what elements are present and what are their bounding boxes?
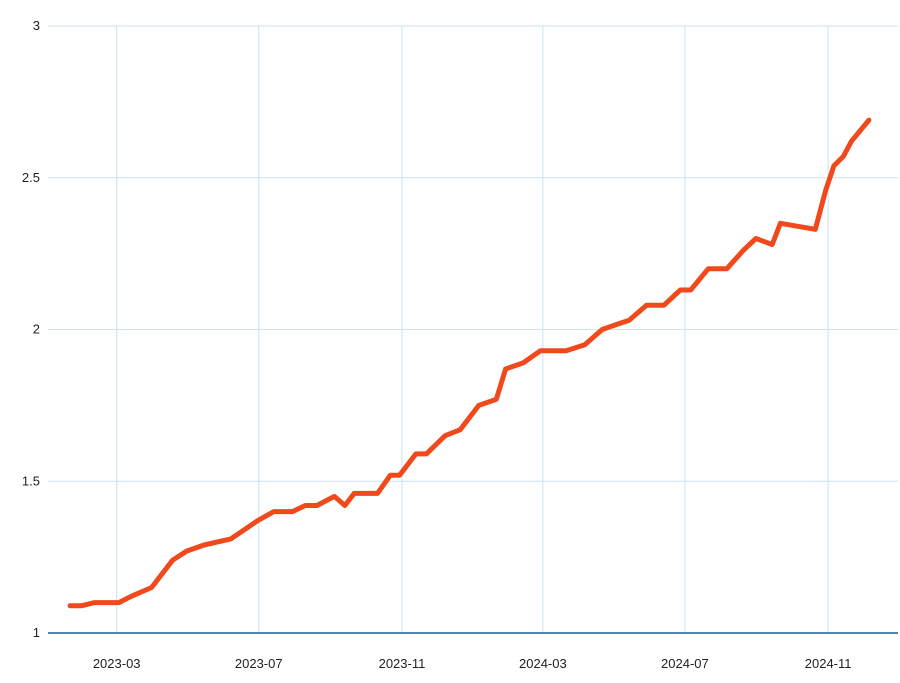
x-tick-label: 2023-03	[93, 656, 141, 671]
series-line	[67, 117, 872, 609]
x-axis-tick-labels: 2023-03 2023-07 2023-11 2024-03 2024-07 2024-…	[93, 656, 852, 671]
series-group	[67, 117, 872, 609]
x-tick-label: 2023-11	[379, 656, 426, 671]
y-tick-label: 2.5	[22, 170, 40, 185]
x-tick-label: 2024-11	[805, 656, 852, 671]
y-tick-label: 1	[33, 625, 40, 640]
y-axis-tick-labels: 1 1.5 2 2.5 3	[22, 18, 40, 640]
y-tick-label: 1.5	[22, 473, 40, 488]
x-tick-label: 2023-07	[235, 656, 283, 671]
x-tick-label: 2024-07	[661, 656, 709, 671]
x-tick-label: 2024-03	[519, 656, 567, 671]
y-tick-label: 2	[33, 322, 40, 337]
y-tick-label: 3	[33, 18, 40, 33]
grid	[48, 25, 898, 633]
